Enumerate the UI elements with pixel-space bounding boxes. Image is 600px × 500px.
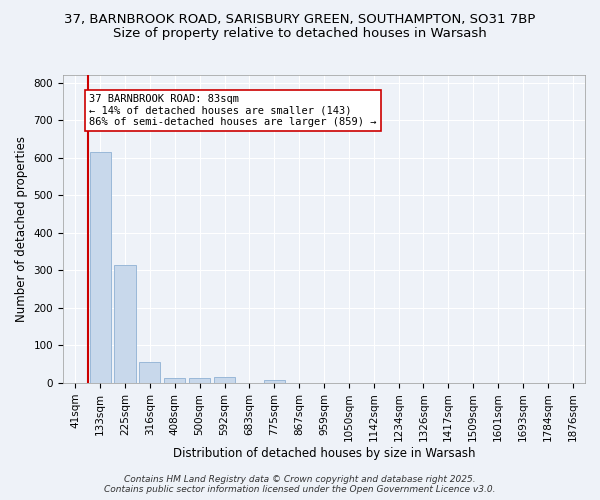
Text: Size of property relative to detached houses in Warsash: Size of property relative to detached ho… xyxy=(113,28,487,40)
Bar xyxy=(263,380,285,383)
Bar xyxy=(214,378,235,383)
Bar xyxy=(115,264,136,383)
Bar xyxy=(89,152,111,383)
Bar xyxy=(189,378,210,383)
Text: Contains HM Land Registry data © Crown copyright and database right 2025.
Contai: Contains HM Land Registry data © Crown c… xyxy=(104,474,496,494)
Text: 37, BARNBROOK ROAD, SARISBURY GREEN, SOUTHAMPTON, SO31 7BP: 37, BARNBROOK ROAD, SARISBURY GREEN, SOU… xyxy=(64,12,536,26)
X-axis label: Distribution of detached houses by size in Warsash: Distribution of detached houses by size … xyxy=(173,447,475,460)
Bar xyxy=(164,378,185,383)
Bar xyxy=(139,362,160,383)
Y-axis label: Number of detached properties: Number of detached properties xyxy=(15,136,28,322)
Text: 37 BARNBROOK ROAD: 83sqm
← 14% of detached houses are smaller (143)
86% of semi-: 37 BARNBROOK ROAD: 83sqm ← 14% of detach… xyxy=(89,94,377,127)
